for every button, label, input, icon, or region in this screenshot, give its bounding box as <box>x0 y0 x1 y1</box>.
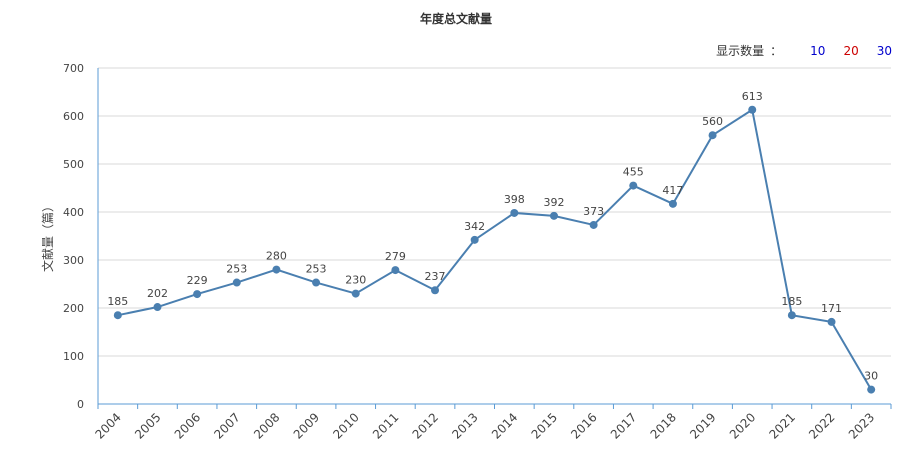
data-point <box>629 181 638 190</box>
data-label: 253 <box>226 263 247 276</box>
data-point <box>470 235 479 244</box>
data-point <box>232 278 241 287</box>
data-label: 253 <box>306 263 327 276</box>
display-count-option-30[interactable]: 30 <box>876 43 892 58</box>
display-count-selector: 显示数量 ： 10 20 30 <box>716 42 892 59</box>
data-label: 392 <box>543 196 564 209</box>
x-tick-label: 2020 <box>727 410 758 441</box>
data-label: 30 <box>864 370 878 383</box>
x-tick-label: 2008 <box>251 410 282 441</box>
y-tick-label: 0 <box>77 398 84 411</box>
data-point <box>748 105 757 114</box>
x-tick-label: 2006 <box>172 410 203 441</box>
x-tick-label: 2012 <box>410 410 441 441</box>
data-point <box>272 265 281 274</box>
y-tick-label: 400 <box>63 206 84 219</box>
display-count-separator: ： <box>770 44 783 58</box>
display-count-option-10[interactable]: 10 <box>810 43 826 58</box>
data-label: 185 <box>107 295 128 308</box>
x-tick-label: 2015 <box>529 410 560 441</box>
data-point <box>589 220 598 229</box>
data-label: 560 <box>702 115 723 128</box>
x-tick-label: 2009 <box>291 410 322 441</box>
data-point <box>867 385 876 394</box>
data-point <box>351 289 360 298</box>
data-label: 417 <box>662 184 683 197</box>
x-tick-label: 2021 <box>766 410 797 441</box>
data-point <box>668 199 677 208</box>
data-label: 373 <box>583 205 604 218</box>
data-point <box>113 311 122 320</box>
data-point <box>708 131 717 140</box>
data-label: 202 <box>147 287 168 300</box>
x-tick-label: 2022 <box>806 410 837 441</box>
data-point <box>510 208 519 217</box>
data-point <box>431 286 440 295</box>
data-label: 230 <box>345 274 366 287</box>
x-tick-label: 2016 <box>568 410 599 441</box>
y-tick-label: 500 <box>63 158 84 171</box>
y-tick-label: 200 <box>63 302 84 315</box>
x-tick-label: 2014 <box>489 410 520 441</box>
data-point <box>549 211 558 220</box>
data-point <box>193 290 202 299</box>
x-tick-label: 2023 <box>846 410 877 441</box>
data-label: 279 <box>385 250 406 263</box>
y-tick-label: 300 <box>63 254 84 267</box>
series-line <box>117 108 873 391</box>
data-point <box>827 317 836 326</box>
display-count-option-20[interactable]: 20 <box>843 43 859 58</box>
x-tick-label: 2017 <box>608 410 639 441</box>
x-tick-label: 2004 <box>92 410 123 441</box>
data-point <box>391 266 400 275</box>
chart-title: 年度总文献量 <box>419 12 492 26</box>
data-point <box>312 278 321 287</box>
x-tick-label: 2005 <box>132 410 163 441</box>
y-axis-title: 文献量（篇） <box>40 200 55 272</box>
data-label: 342 <box>464 220 485 233</box>
y-tick-label: 100 <box>63 350 84 363</box>
data-label: 171 <box>821 302 842 315</box>
x-tick-label: 2019 <box>687 410 718 441</box>
data-label: 455 <box>623 166 644 179</box>
x-tick-label: 2018 <box>648 410 679 441</box>
data-label: 185 <box>781 295 802 308</box>
x-tick-label: 2013 <box>449 410 480 441</box>
x-tick-label: 2007 <box>211 410 242 441</box>
data-label: 229 <box>187 274 208 287</box>
data-label: 398 <box>504 193 525 206</box>
data-point <box>787 311 796 320</box>
y-tick-label: 600 <box>63 110 84 123</box>
y-tick-label: 700 <box>63 62 84 75</box>
x-tick-label: 2011 <box>370 410 401 441</box>
display-count-label: 显示数量 <box>716 44 765 58</box>
x-tick-label: 2010 <box>330 410 361 441</box>
data-label: 237 <box>425 270 446 283</box>
data-point <box>153 303 162 312</box>
data-label: 280 <box>266 250 287 263</box>
data-label: 613 <box>742 90 763 103</box>
